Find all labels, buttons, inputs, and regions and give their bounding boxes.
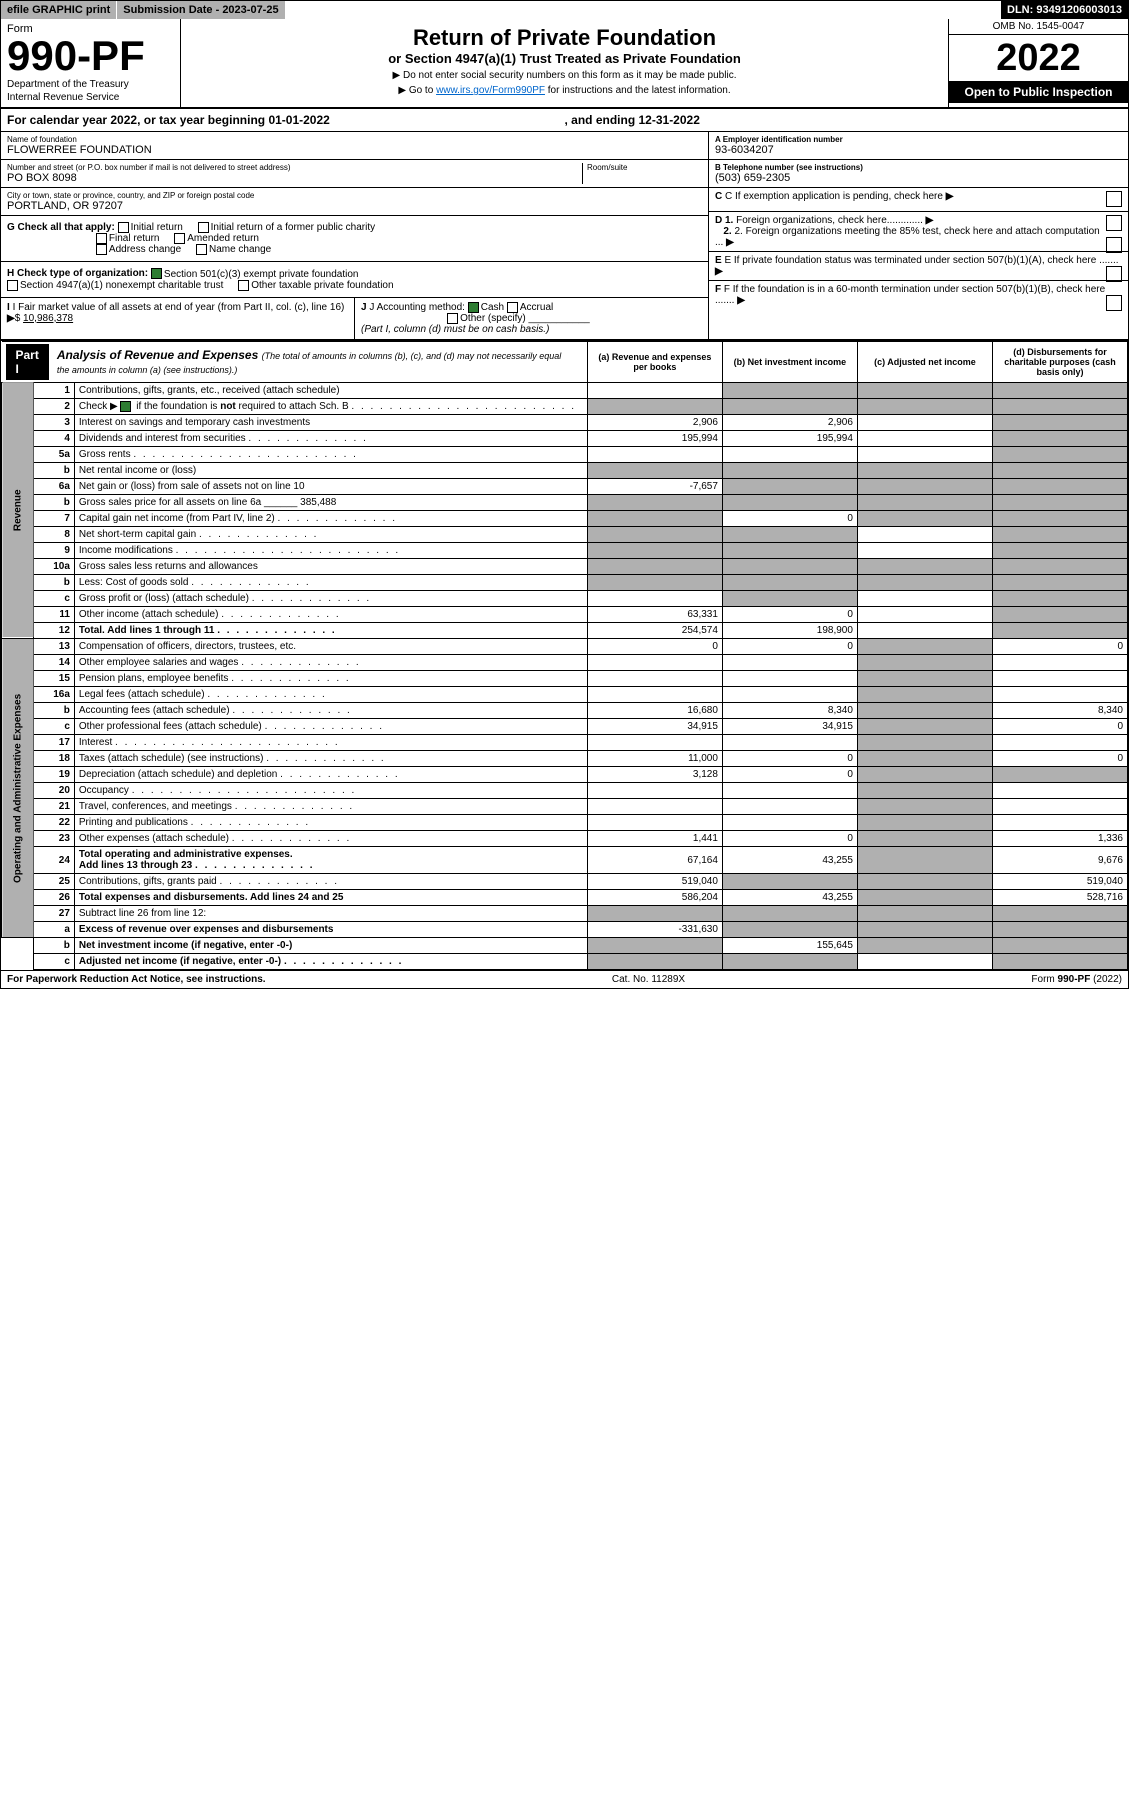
foundation-name-cell: Name of foundation FLOWERREE FOUNDATION bbox=[1, 132, 708, 160]
room-label: Room/suite bbox=[587, 163, 702, 172]
part1-label: Part I bbox=[6, 344, 49, 380]
g-check-row: G Check all that apply: Initial return I… bbox=[1, 216, 708, 262]
efile-print-btn[interactable]: efile GRAPHIC print bbox=[1, 1, 117, 19]
g-amended-return[interactable]: Amended return bbox=[174, 233, 259, 244]
paperwork-notice: For Paperwork Reduction Act Notice, see … bbox=[7, 974, 266, 985]
city-label: City or town, state or province, country… bbox=[7, 191, 702, 200]
d-foreign: D 1. Foreign organizations, check here..… bbox=[709, 212, 1128, 252]
revenue-side-label: Revenue bbox=[2, 382, 34, 638]
header-right: OMB No. 1545-0047 2022 Open to Public In… bbox=[948, 19, 1128, 107]
name-label: Name of foundation bbox=[7, 135, 702, 144]
c-exemption: C C If exemption application is pending,… bbox=[709, 188, 1128, 212]
h-check-row: H Check type of organization: Section 50… bbox=[1, 262, 708, 297]
col-b-header: (b) Net investment income bbox=[722, 341, 857, 382]
form-header: Form 990-PF Department of the Treasury I… bbox=[1, 19, 1128, 109]
dln-label: DLN: 93491206003013 bbox=[1001, 1, 1128, 19]
col-c-header: (c) Adjusted net income bbox=[857, 341, 992, 382]
g-name-change[interactable]: Name change bbox=[196, 244, 271, 255]
h-other-taxable[interactable]: Other taxable private foundation bbox=[238, 280, 393, 291]
schb-checkbox[interactable] bbox=[120, 401, 131, 412]
phone-cell: B Telephone number (see instructions) (5… bbox=[709, 160, 1128, 188]
g-address-change[interactable]: Address change bbox=[96, 244, 181, 255]
c-checkbox[interactable] bbox=[1106, 191, 1122, 207]
addr-label: Number and street (or P.O. box number if… bbox=[7, 163, 582, 172]
f-60month: F F If the foundation is in a 60-month t… bbox=[709, 281, 1128, 309]
address-cell: Number and street (or P.O. box number if… bbox=[1, 160, 708, 188]
submission-date: Submission Date - 2023-07-25 bbox=[117, 1, 285, 19]
form-ref: Form 990-PF (2022) bbox=[1031, 974, 1122, 985]
omb-number: OMB No. 1545-0047 bbox=[949, 19, 1128, 35]
g-initial-return[interactable]: Initial return bbox=[118, 222, 183, 233]
form990pf-link[interactable]: www.irs.gov/Form990PF bbox=[436, 85, 545, 96]
e-terminated: E E If private foundation status was ter… bbox=[709, 252, 1128, 281]
dept-treasury: Department of the Treasury bbox=[7, 79, 174, 90]
main-title: Return of Private Foundation bbox=[187, 25, 942, 51]
calendar-year-row: For calendar year 2022, or tax year begi… bbox=[1, 109, 1128, 132]
e-checkbox[interactable] bbox=[1106, 266, 1122, 282]
cat-no: Cat. No. 11289X bbox=[266, 974, 1032, 985]
i-fmv: I I Fair market value of all assets at e… bbox=[1, 298, 355, 339]
form-990pf: efile GRAPHIC print Submission Date - 20… bbox=[0, 0, 1129, 989]
h-label: H Check type of organization: bbox=[7, 269, 148, 280]
instruction-1: ▶ Do not enter social security numbers o… bbox=[187, 70, 942, 81]
f-checkbox[interactable] bbox=[1106, 295, 1122, 311]
part1-title: Analysis of Revenue and Expenses (The to… bbox=[49, 344, 583, 380]
open-public-inspection: Open to Public Inspection bbox=[949, 81, 1128, 103]
city-value: PORTLAND, OR 97207 bbox=[7, 200, 702, 212]
j-cash[interactable]: Cash bbox=[468, 302, 504, 313]
address: PO BOX 8098 bbox=[7, 172, 582, 184]
info-left-col: Name of foundation FLOWERREE FOUNDATION … bbox=[1, 132, 708, 339]
part1-table: Part I Analysis of Revenue and Expenses … bbox=[1, 341, 1128, 970]
instruction-2: ▶ Go to www.irs.gov/Form990PF for instru… bbox=[187, 85, 942, 96]
h-4947a1[interactable]: Section 4947(a)(1) nonexempt charitable … bbox=[7, 280, 223, 291]
fmv-value: 10,986,378 bbox=[23, 313, 73, 324]
cal-year-end: , and ending 12-31-2022 bbox=[565, 113, 1123, 127]
d2-checkbox[interactable] bbox=[1106, 237, 1122, 253]
tax-year: 2022 bbox=[949, 35, 1128, 81]
top-bar: efile GRAPHIC print Submission Date - 20… bbox=[1, 1, 1128, 19]
j-note: (Part I, column (d) must be on cash basi… bbox=[361, 324, 549, 335]
irs-label: Internal Revenue Service bbox=[7, 92, 174, 103]
city-cell: City or town, state or province, country… bbox=[1, 188, 708, 216]
d1-checkbox[interactable] bbox=[1106, 215, 1122, 231]
phone-value: (503) 659-2305 bbox=[715, 172, 1122, 184]
j-accrual[interactable]: Accrual bbox=[507, 302, 553, 313]
col-d-header: (d) Disbursements for charitable purpose… bbox=[992, 341, 1127, 382]
ein-cell: A Employer identification number 93-6034… bbox=[709, 132, 1128, 160]
ein-value: 93-6034207 bbox=[715, 144, 1122, 156]
info-grid: Name of foundation FLOWERREE FOUNDATION … bbox=[1, 132, 1128, 341]
j-accounting: J J Accounting method: Cash Accrual Othe… bbox=[355, 298, 708, 339]
footer: For Paperwork Reduction Act Notice, see … bbox=[1, 970, 1128, 988]
info-right-col: A Employer identification number 93-6034… bbox=[708, 132, 1128, 339]
subtitle: or Section 4947(a)(1) Trust Treated as P… bbox=[187, 51, 942, 66]
h-501c3[interactable]: Section 501(c)(3) exempt private foundat… bbox=[151, 269, 359, 280]
header-left: Form 990-PF Department of the Treasury I… bbox=[1, 19, 181, 107]
g-final-return[interactable]: Final return bbox=[96, 233, 160, 244]
col-a-header: (a) Revenue and expenses per books bbox=[587, 341, 722, 382]
cal-year-begin: For calendar year 2022, or tax year begi… bbox=[7, 113, 565, 127]
foundation-name: FLOWERREE FOUNDATION bbox=[7, 144, 702, 156]
g-label: G Check all that apply: bbox=[7, 222, 115, 233]
spacer bbox=[286, 1, 1001, 19]
j-other[interactable]: Other (specify) bbox=[447, 313, 526, 324]
header-center: Return of Private Foundation or Section … bbox=[181, 19, 948, 107]
g-initial-former[interactable]: Initial return of a former public charit… bbox=[198, 222, 376, 233]
expenses-side-label: Operating and Administrative Expenses bbox=[2, 639, 34, 938]
i-j-row: I I Fair market value of all assets at e… bbox=[1, 298, 708, 339]
form-number: 990-PF bbox=[7, 35, 174, 77]
